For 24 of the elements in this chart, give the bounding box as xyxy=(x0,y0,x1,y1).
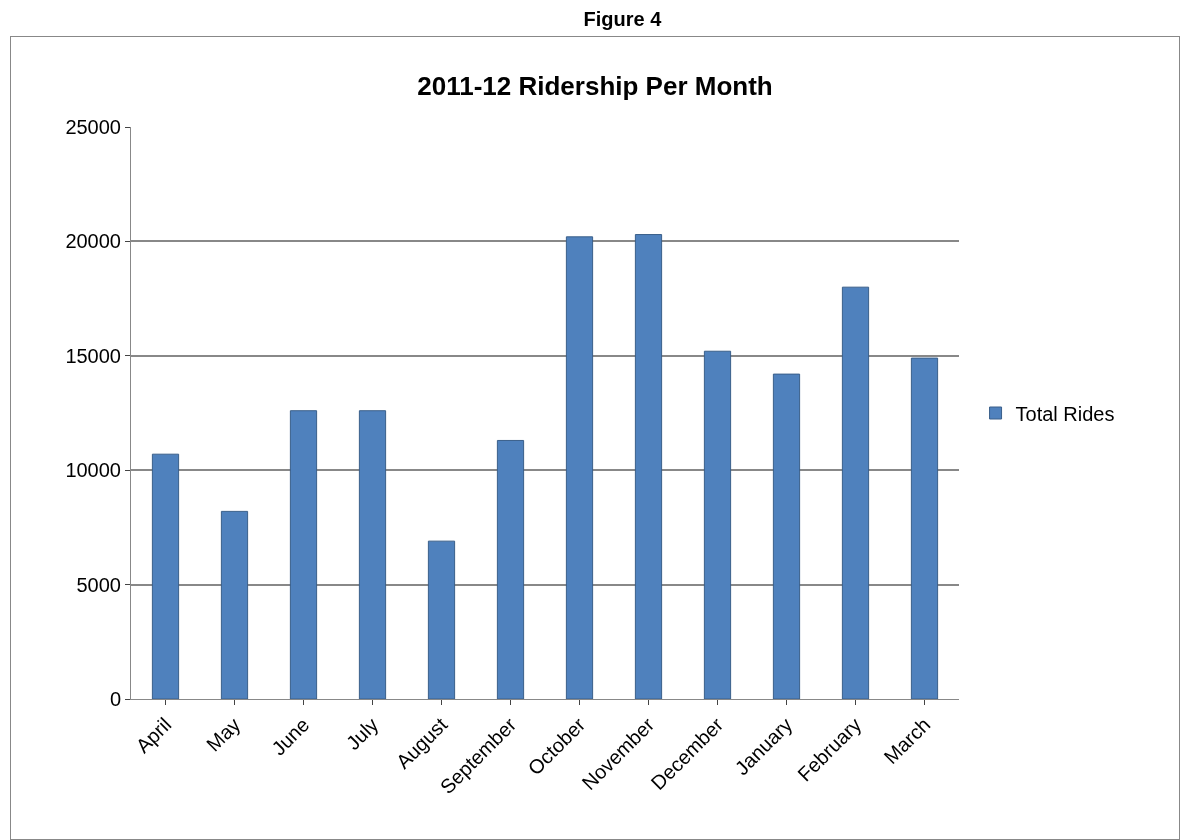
y-tick-label: 10000 xyxy=(65,459,121,482)
y-tick-label: 25000 xyxy=(65,116,121,138)
bar xyxy=(220,510,249,699)
y-tick-label: 20000 xyxy=(65,230,121,253)
bar xyxy=(358,410,387,699)
bar xyxy=(289,410,318,699)
bar xyxy=(496,439,525,699)
y-tick-label: 5000 xyxy=(76,573,121,596)
bar xyxy=(910,357,939,699)
x-tick-label: July xyxy=(341,713,383,755)
y-tick-label: 15000 xyxy=(65,344,121,367)
bar xyxy=(427,540,456,699)
x-tick-label: May xyxy=(202,713,245,756)
bar xyxy=(634,234,663,699)
bar xyxy=(703,350,732,699)
chart-title: 2011-12 Ridership Per Month xyxy=(417,71,773,102)
bar xyxy=(841,286,870,699)
legend-label: Total Rides xyxy=(1015,402,1115,425)
bar xyxy=(565,236,594,699)
bar xyxy=(151,453,180,699)
x-tick-label: June xyxy=(267,713,314,760)
caption: Figure 4 xyxy=(582,8,663,31)
bar xyxy=(772,373,801,699)
y-tick-label: 0 xyxy=(109,688,121,710)
